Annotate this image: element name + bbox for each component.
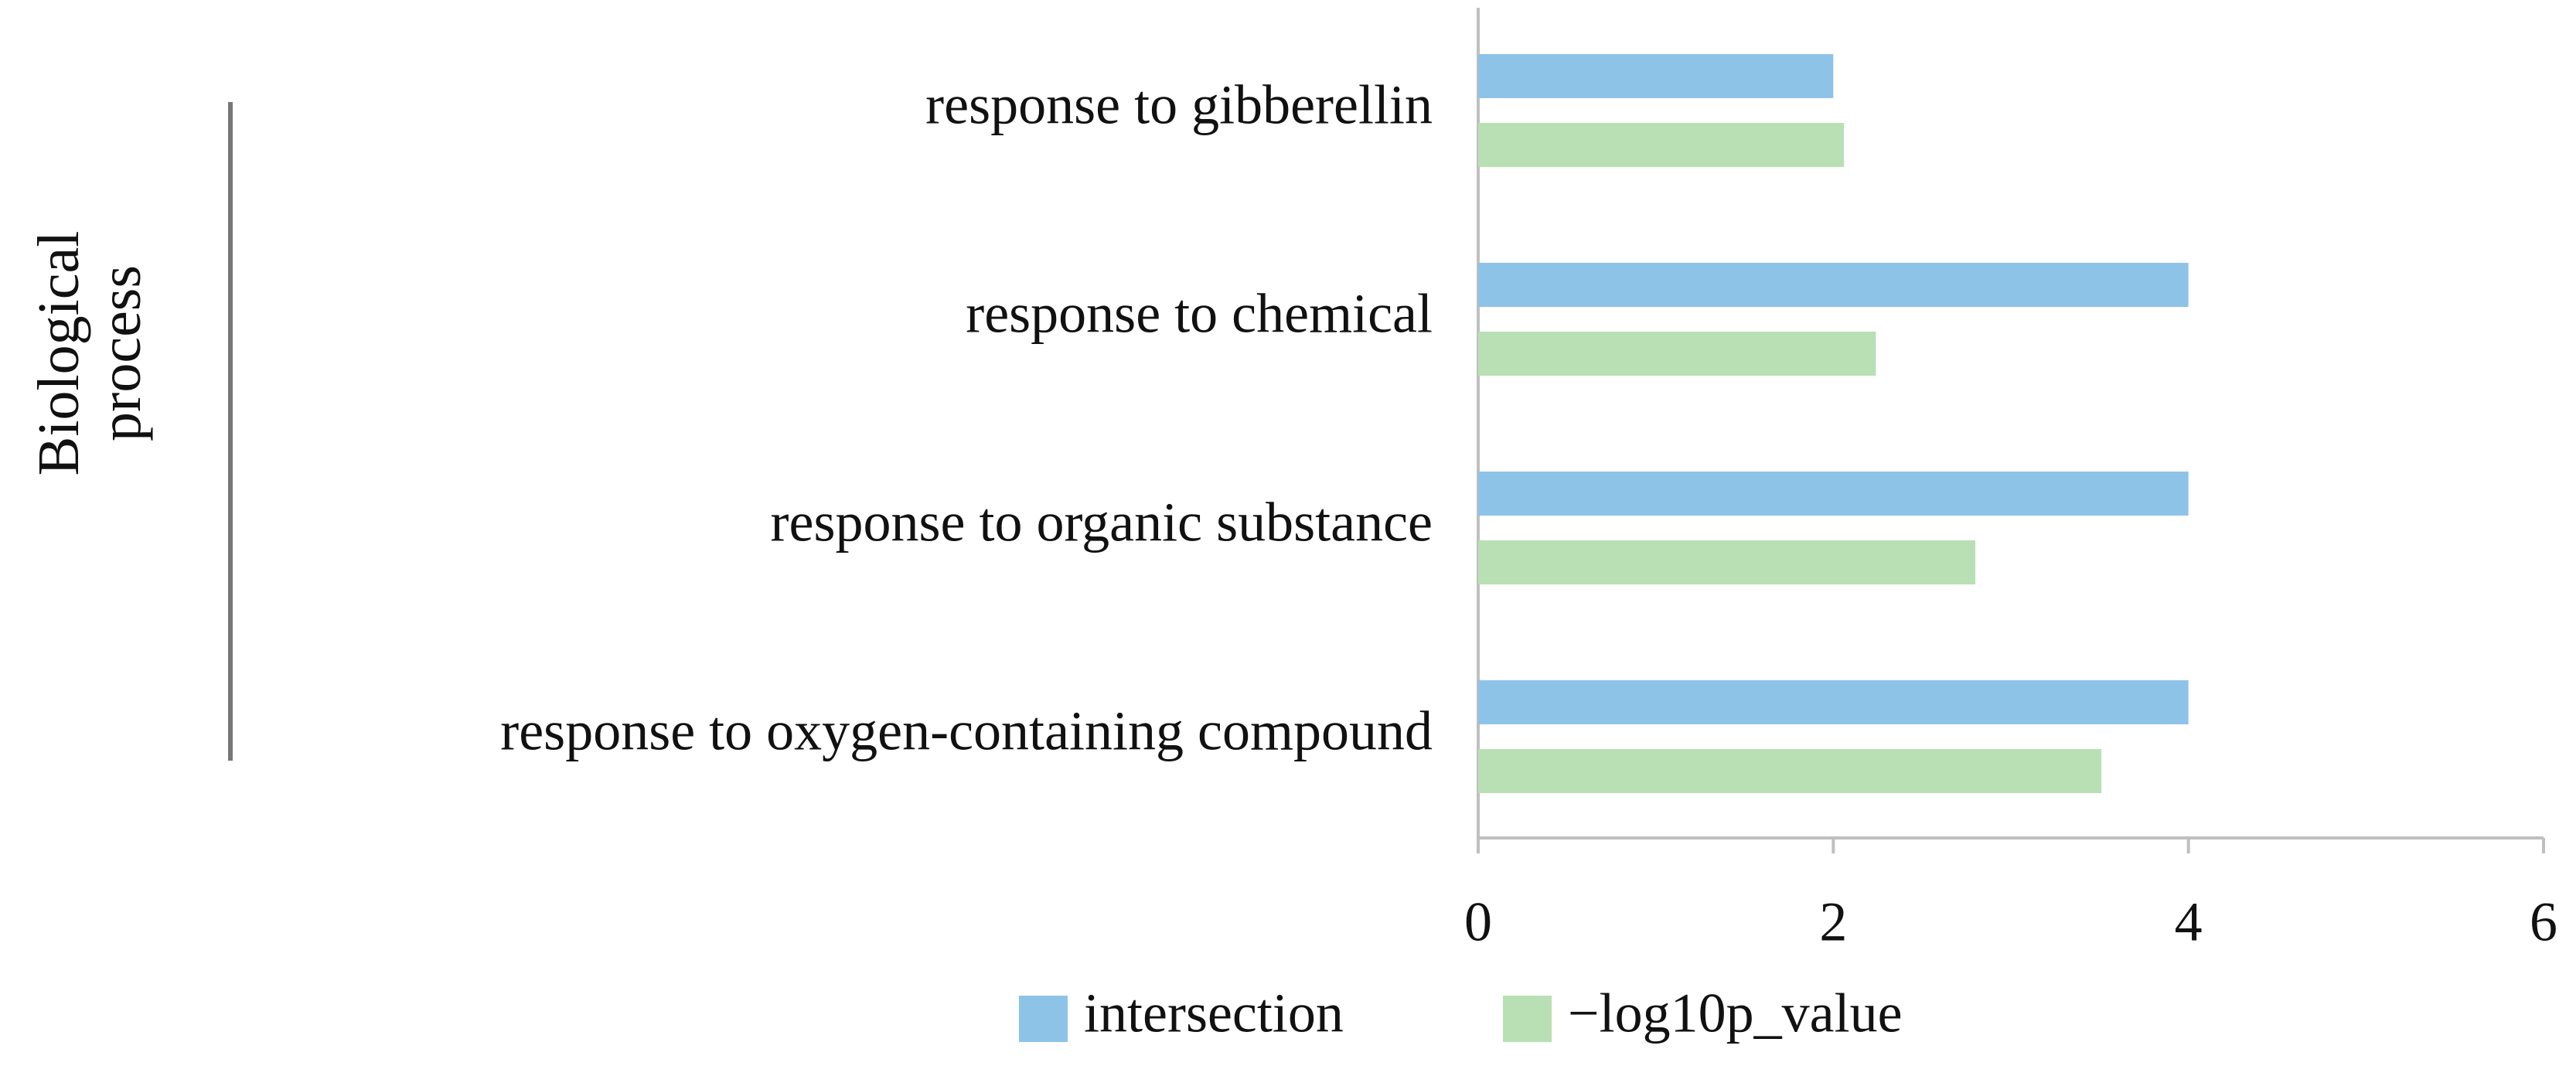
bar [1478, 332, 1876, 376]
bar [1478, 123, 1845, 167]
legend-label: intersection [1084, 983, 1344, 1044]
category-label: response to chemical [966, 283, 1433, 345]
x-tick-label: 6 [2530, 891, 2557, 953]
x-tick-label: 0 [1464, 891, 1492, 953]
bar [1478, 472, 2189, 516]
category-label: response to gibberellin [925, 74, 1433, 136]
category-label: response to oxygen-containing compound [500, 700, 1433, 762]
bar [1478, 540, 1976, 584]
bar [1478, 54, 1834, 98]
bar [1478, 263, 2189, 307]
x-tick-label: 4 [2175, 891, 2203, 953]
legend-swatch [1503, 996, 1552, 1042]
legend-swatch [1019, 996, 1068, 1042]
bar [1478, 749, 2102, 793]
legend-label: −log10p_value [1568, 983, 1903, 1044]
bar [1478, 680, 2189, 724]
category-label: response to organic substance [771, 492, 1433, 553]
x-tick-label: 2 [1819, 891, 1847, 953]
group-label: Biological process [26, 230, 153, 476]
